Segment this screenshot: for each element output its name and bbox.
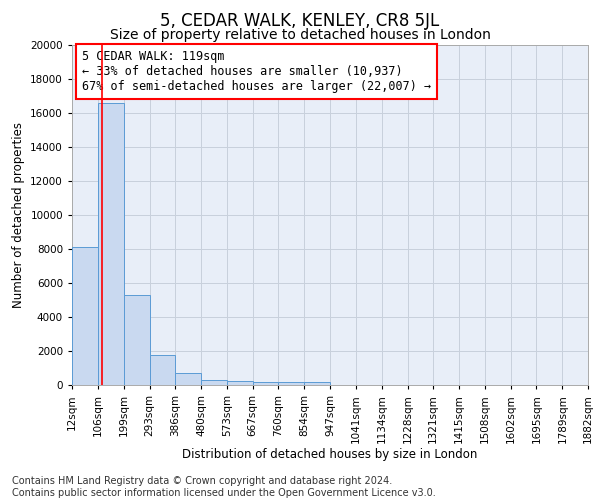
- Text: 5 CEDAR WALK: 119sqm
← 33% of detached houses are smaller (10,937)
67% of semi-d: 5 CEDAR WALK: 119sqm ← 33% of detached h…: [82, 50, 431, 93]
- Bar: [278, 382, 304, 385]
- Y-axis label: Number of detached properties: Number of detached properties: [11, 122, 25, 308]
- Bar: [98, 103, 124, 385]
- Bar: [253, 382, 278, 385]
- Bar: [149, 355, 175, 385]
- Bar: [124, 295, 149, 385]
- Bar: [201, 380, 227, 385]
- Text: 5, CEDAR WALK, KENLEY, CR8 5JL: 5, CEDAR WALK, KENLEY, CR8 5JL: [160, 12, 440, 30]
- Text: Contains HM Land Registry data © Crown copyright and database right 2024.
Contai: Contains HM Land Registry data © Crown c…: [12, 476, 436, 498]
- Bar: [304, 382, 330, 385]
- X-axis label: Distribution of detached houses by size in London: Distribution of detached houses by size …: [182, 448, 478, 462]
- Bar: [227, 381, 253, 385]
- Bar: [175, 373, 201, 385]
- Text: Size of property relative to detached houses in London: Size of property relative to detached ho…: [110, 28, 490, 42]
- Bar: [72, 248, 98, 385]
